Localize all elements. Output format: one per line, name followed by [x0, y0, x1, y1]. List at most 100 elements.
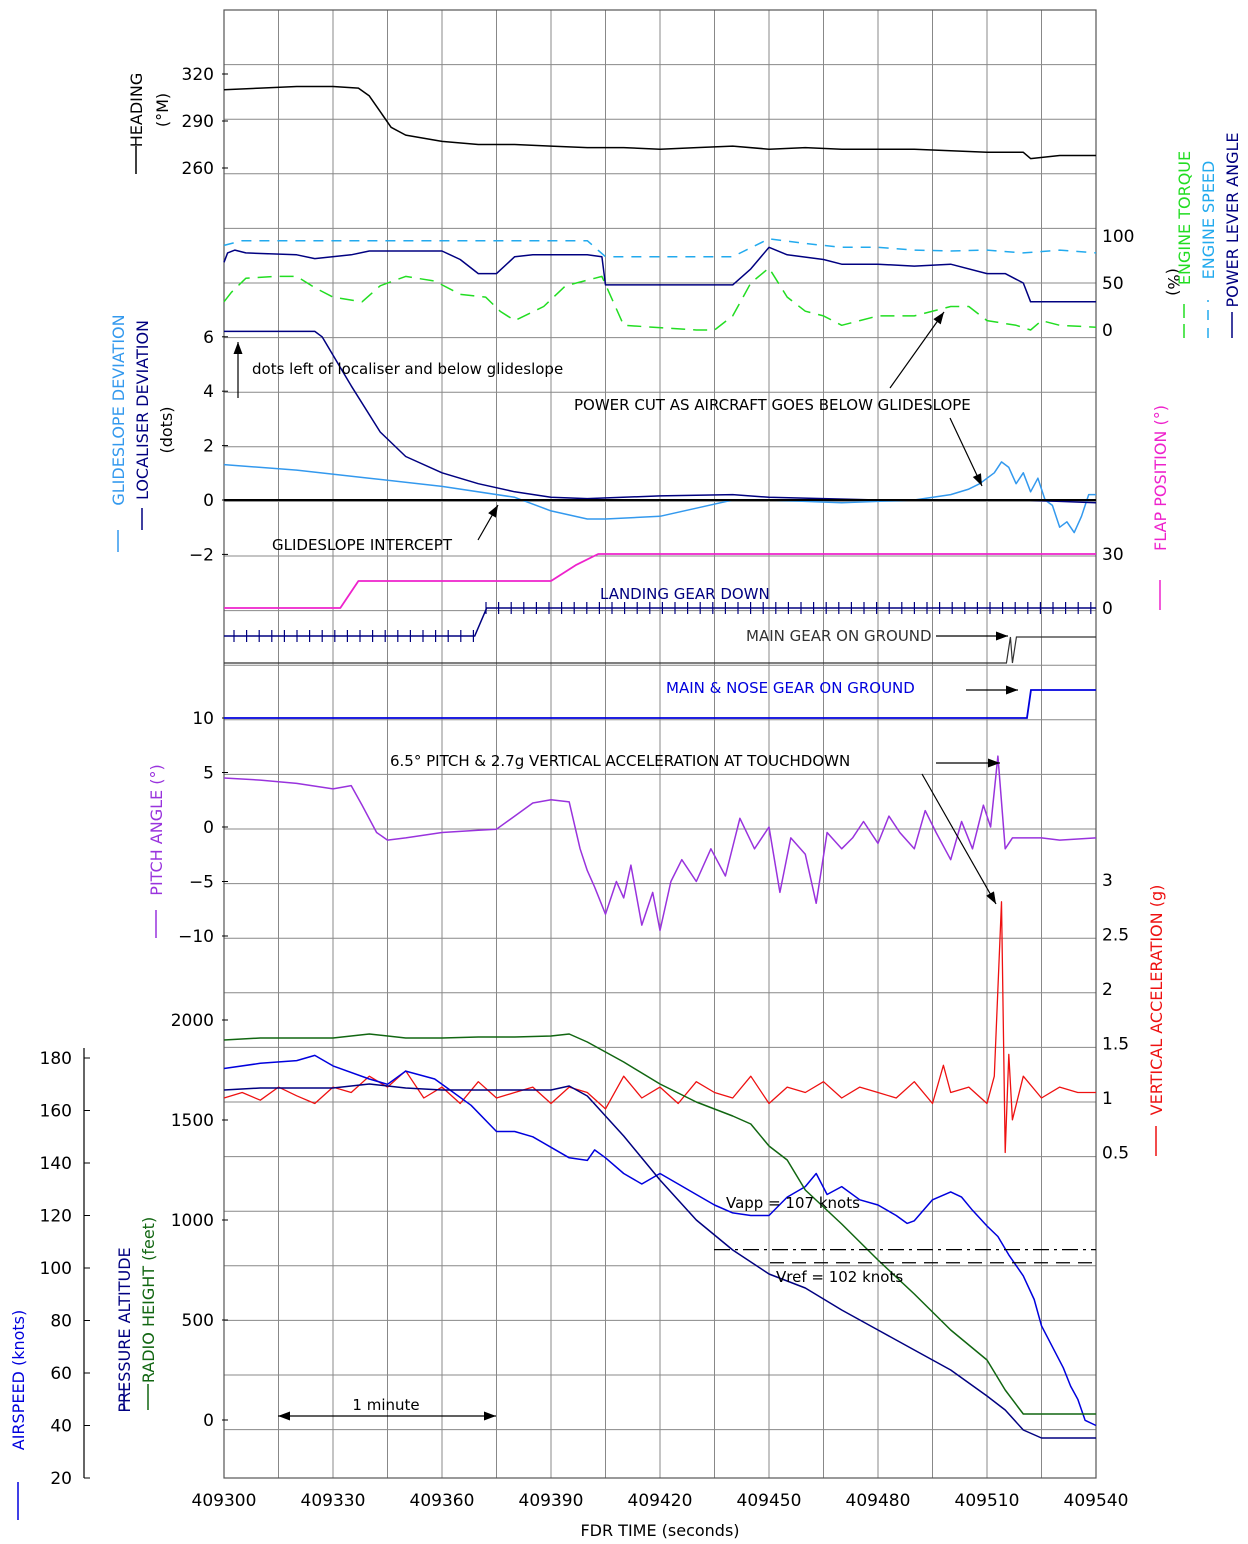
gear-down-label: LANDING GEAR DOWN — [600, 585, 770, 603]
deviation-tick: 2 — [203, 437, 214, 457]
vacc-tick: 2 — [1102, 980, 1113, 1000]
x-tick-label: 409510 — [955, 1491, 1020, 1511]
radio-height-label: RADIO HEIGHT (feet) — [139, 1217, 158, 1383]
x-axis-label: FDR TIME (seconds) — [580, 1521, 739, 1540]
altitude-tick: 500 — [182, 1311, 214, 1331]
x-tick-label: 409390 — [519, 1491, 584, 1511]
deviation-unit: (dots) — [157, 406, 176, 453]
airspeed-tick: 180 — [40, 1049, 72, 1069]
engine-tick: 0 — [1102, 321, 1113, 341]
pitch-ylabel: PITCH ANGLE (°) — [147, 764, 166, 895]
pitch-tick: 10 — [192, 709, 214, 729]
airspeed-tick: 40 — [50, 1417, 72, 1437]
airspeed-tick: 140 — [40, 1154, 72, 1174]
grid — [223, 9, 1097, 1478]
x-tick-label: 409480 — [846, 1491, 911, 1511]
pitch-tick: 5 — [203, 764, 214, 784]
intercept-arrow-head — [488, 505, 498, 518]
airspeed-tick: 120 — [40, 1207, 72, 1227]
main-ground-arrow-head — [996, 631, 1008, 641]
engine-line-engine-torque — [223, 267, 1097, 331]
touchdown-annotation: 6.5° PITCH & 2.7g VERTICAL ACCELERATION … — [390, 752, 850, 770]
heading-line — [223, 85, 1096, 160]
pitch-tick: −5 — [189, 873, 214, 893]
vacc-tick: 1.5 — [1102, 1035, 1129, 1055]
series-layer — [17, 85, 1233, 1520]
x-tick-label: 409540 — [1064, 1491, 1129, 1511]
power-cut-arrow-head — [933, 312, 944, 325]
x-tick-label: 409300 — [192, 1491, 257, 1511]
engine-tick: 100 — [1102, 227, 1134, 247]
power-cut-annotation: POWER CUT AS AIRCRAFT GOES BELOW GLIDESL… — [574, 396, 971, 414]
bottom-line-airspeed — [223, 1054, 1097, 1427]
deviation-line-glideslope-deviation — [223, 461, 1096, 534]
vacc-arrow-head — [986, 891, 996, 904]
bottom-line-pressure-altitude — [223, 1083, 1096, 1439]
heading-tick: 320 — [182, 65, 214, 85]
engine-torque-label: ENGINE TORQUE — [1175, 151, 1194, 285]
one-minute-label: 1 minute — [352, 1396, 419, 1414]
x-tick-label: 409420 — [628, 1491, 693, 1511]
plot-border — [223, 9, 1097, 1479]
vacc-ylabel: VERTICAL ACCELERATION (g) — [1147, 885, 1166, 1116]
pitch-arrow-head — [988, 758, 1000, 768]
power-cut-arrow-2 — [949, 417, 983, 487]
heading-tick: 260 — [182, 159, 214, 179]
vacc-arrow — [921, 773, 997, 905]
airspeed-tick: 100 — [40, 1259, 72, 1279]
deviation-tick: 6 — [203, 328, 214, 348]
pitch-tick: −10 — [178, 927, 214, 947]
vref-label: Vref = 102 knots — [776, 1268, 903, 1286]
vacc-tick: 2.5 — [1102, 926, 1129, 946]
gear-down-line — [224, 607, 1096, 637]
main-gear-ground-line — [224, 636, 1096, 664]
engine-line-power-lever-angle — [223, 246, 1096, 303]
power-lever-label: POWER LEVER ANGLE — [1223, 133, 1242, 308]
pressure-alt-label: PRESSURE ALTITUDE — [115, 1247, 134, 1412]
engine-tick: 50 — [1102, 274, 1124, 294]
heading-tick: 290 — [182, 112, 214, 132]
pitch-line — [223, 755, 1097, 932]
power-cut-arrow — [889, 311, 945, 389]
flap-ylabel: FLAP POSITION (°) — [1151, 405, 1170, 551]
engine-unit: (%) — [1164, 268, 1183, 296]
nose-ground-arrow-head — [1006, 685, 1018, 695]
localiser-dev-label: LOCALISER DEVIATION — [133, 320, 152, 500]
plot-frame — [83, 9, 1097, 1479]
x-tick-label: 409330 — [301, 1491, 366, 1511]
power-cut-arrow-2-head — [972, 473, 982, 486]
deviation-tick: 4 — [203, 382, 214, 402]
nose-gear-ground-label: MAIN & NOSE GEAR ON GROUND — [666, 679, 915, 697]
bottom-line-radio-height — [223, 1033, 1096, 1415]
flap-tick: 30 — [1102, 545, 1124, 565]
dots-annotation: dots left of localiser and below glidesl… — [252, 360, 563, 378]
airspeed-tick: 80 — [50, 1312, 72, 1332]
vacc-tick: 3 — [1102, 871, 1113, 891]
vacc-tick: 0.5 — [1102, 1144, 1129, 1164]
altitude-tick: 0 — [203, 1411, 214, 1431]
airspeed-tick: 160 — [40, 1102, 72, 1122]
airspeed-tick: 20 — [50, 1469, 72, 1489]
altitude-tick: 1000 — [171, 1211, 214, 1231]
label-layer: 409300 409330 409360 409390 409420 409450 4094… — [40, 65, 1135, 1511]
x-tick-label: 409450 — [737, 1491, 802, 1511]
vacc-tick: 1 — [1102, 1089, 1113, 1109]
engine-speed-label: ENGINE SPEED — [1199, 161, 1218, 280]
x-tick-label: 409360 — [410, 1491, 475, 1511]
dots-arrow-head — [233, 342, 243, 354]
deviation-tick: −2 — [189, 545, 214, 565]
flap-tick: 0 — [1102, 599, 1113, 619]
heading-unit: (°M) — [153, 93, 172, 127]
pitch-tick: 0 — [203, 818, 214, 838]
deviation-tick: 0 — [203, 491, 214, 511]
altitude-tick: 2000 — [171, 1011, 214, 1031]
main-gear-ground-label: MAIN GEAR ON GROUND — [746, 627, 932, 645]
airspeed-tick: 60 — [50, 1364, 72, 1384]
altitude-tick: 1500 — [171, 1111, 214, 1131]
heading-ylabel: HEADING — [127, 73, 146, 148]
flap-line — [224, 553, 1096, 609]
nose-gear-ground-line — [224, 689, 1096, 719]
vapp-label: Vapp = 107 knots — [726, 1194, 860, 1212]
glideslope-intercept-annotation: GLIDESLOPE INTERCEPT — [272, 536, 453, 554]
